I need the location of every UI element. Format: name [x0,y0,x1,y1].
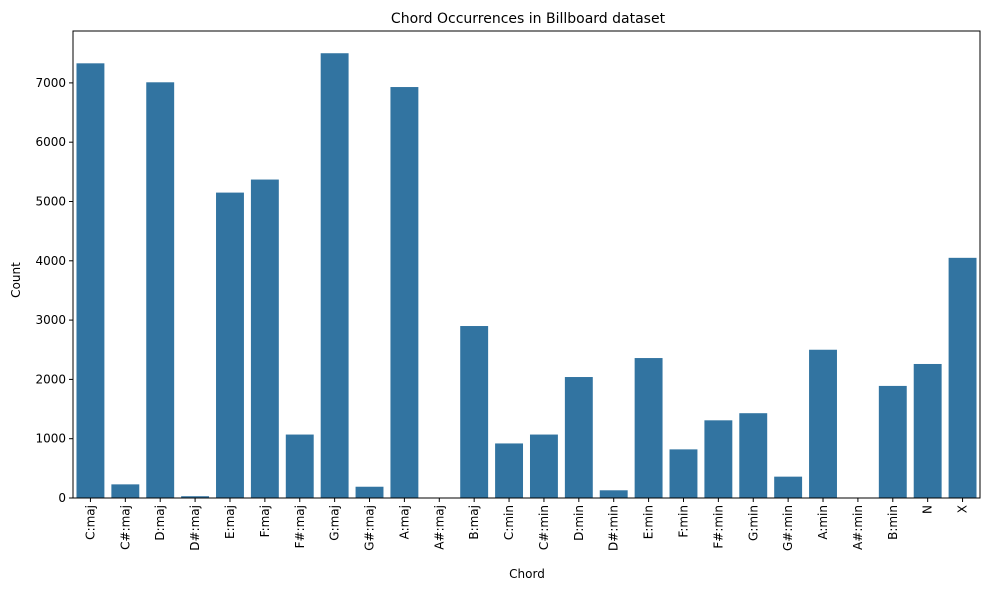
x-tick-label: E:maj [223,505,237,539]
bar-C:maj [76,63,105,498]
bar-D:min [564,377,593,498]
x-tick-label: E:min [642,505,656,539]
bar-D#:min [599,490,628,498]
x-tick-label: F:min [676,505,690,538]
bar-A:maj [390,87,419,498]
x-tick-label: X [956,505,970,513]
bar-D#:maj [181,496,210,498]
bar-E:min [634,358,663,498]
bar-D:maj [146,82,175,499]
x-tick-label: D#:maj [188,505,202,551]
x-tick-label: G#:maj [363,505,377,551]
bars-group [76,53,977,499]
x-tick-label: G:maj [328,505,342,541]
x-tick-label: D:maj [153,505,167,541]
bar-N [913,363,942,498]
bar-C#:maj [111,484,140,498]
x-tick-label: C#:maj [118,505,132,550]
x-tick-label: A#:maj [432,505,446,550]
y-tick-label: 7000 [35,76,66,90]
bar-A:min [809,349,837,498]
x-tick-label: A:maj [397,505,411,539]
x-tick-label: N [921,505,935,514]
y-tick-label: 2000 [35,372,66,386]
bar-G#:min [774,476,803,498]
x-tick-label: D#:min [607,505,621,551]
y-axis: 0 1000 2000 3000 4000 5000 6000 7000 [35,76,73,505]
bar-G#:maj [355,486,384,498]
y-tick-label: 6000 [35,135,66,149]
x-axis: C:maj C#:maj D:maj D#:maj E:maj F:maj F#:maj G:… [83,498,970,551]
bar-F:maj [250,179,279,498]
x-tick-label: B:min [886,505,900,540]
bar-F#:maj [285,434,314,498]
x-tick-label: C:min [502,505,516,540]
y-axis-label: Count [9,262,23,298]
y-tick-label: 0 [58,491,66,505]
bar-C#:min [529,434,558,498]
chart-title: Chord Occurrences in Billboard dataset [391,11,666,27]
x-tick-label: F:maj [258,505,272,537]
y-tick-label: 1000 [35,432,66,446]
bar-F#:min [704,420,733,498]
x-axis-label: Chord [509,567,545,581]
x-tick-label: G#:min [781,505,795,551]
plot-frame [72,30,981,499]
x-tick-label: A:min [816,505,830,540]
bar-C:min [495,443,524,498]
y-tick-label: 5000 [35,194,66,208]
y-tick-label: 4000 [35,254,66,268]
bar-X [948,257,977,498]
x-tick-label: C#:min [537,505,551,550]
x-tick-label: B:maj [467,505,481,540]
x-tick-label: A#:min [851,505,865,550]
x-tick-label: G:min [746,505,760,541]
x-tick-label: C:maj [83,505,97,540]
bar-G:maj [320,53,349,498]
bar-B:maj [460,326,489,498]
bar-E:maj [216,192,244,498]
x-tick-label: D:min [572,505,586,541]
x-tick-label: F#:min [711,505,725,549]
bar-F:min [669,449,698,498]
x-tick-label: F#:maj [293,505,307,548]
bar-G:min [739,413,768,498]
y-tick-label: 3000 [35,313,66,327]
bar-B:min [878,385,907,498]
